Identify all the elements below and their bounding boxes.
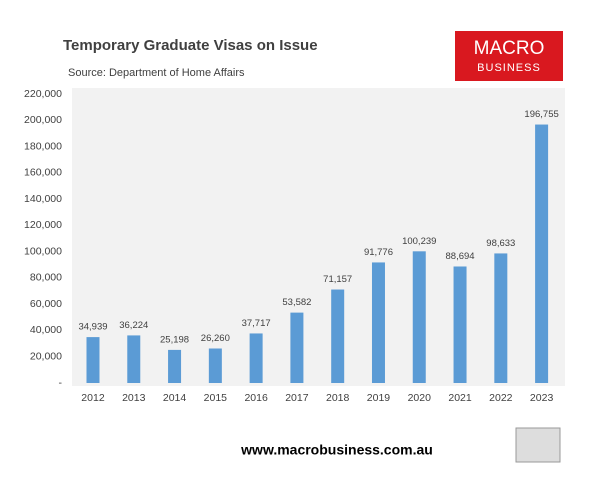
chart-title: Temporary Graduate Visas on Issue [63, 37, 318, 54]
bar [290, 312, 304, 383]
x-tick-label: 2023 [530, 392, 554, 404]
value-label: 25,198 [160, 334, 189, 345]
y-tick-label: 180,000 [24, 140, 62, 152]
footer: www.macrobusiness.com.au [240, 442, 433, 458]
y-tick-label: 220,000 [24, 88, 62, 100]
x-tick-label: 2014 [163, 392, 187, 404]
value-label: 71,157 [323, 274, 352, 285]
x-tick-label: 2019 [367, 392, 391, 404]
y-tick-label: 200,000 [24, 114, 62, 126]
y-tick-label: 100,000 [24, 245, 62, 257]
y-tick-label: 120,000 [24, 219, 62, 231]
value-label: 98,633 [486, 238, 515, 249]
x-tick-label: 2022 [489, 392, 513, 404]
value-label: 37,717 [242, 318, 271, 329]
x-tick-label: 2016 [244, 392, 268, 404]
x-tick-label: 2020 [408, 392, 432, 404]
bar [535, 124, 549, 384]
bar [453, 266, 467, 383]
y-tick-label: 140,000 [24, 193, 62, 205]
y-tick-label: 160,000 [24, 167, 62, 179]
logo-text: MACRO [474, 38, 545, 59]
bar [208, 348, 222, 383]
bar [249, 333, 263, 383]
value-label: 34,939 [78, 322, 107, 333]
bar [127, 335, 141, 383]
y-tick-label: 80,000 [30, 272, 62, 284]
chart-subtitle: Source: Department of Home Affairs [68, 67, 245, 79]
value-label: 196,755 [524, 109, 558, 120]
y-tick-label: 60,000 [30, 298, 62, 310]
value-label: 53,582 [282, 297, 311, 308]
y-tick-label: 40,000 [30, 324, 62, 336]
x-tick-label: 2021 [448, 392, 472, 404]
y-tick-label: - [59, 377, 63, 389]
bar [494, 253, 508, 383]
x-tick-label: 2017 [285, 392, 309, 404]
value-label: 36,224 [119, 320, 148, 331]
bar [168, 349, 182, 383]
x-tick-label: 2015 [204, 392, 228, 404]
x-tick-label: 2012 [81, 392, 105, 404]
logo-text: BUSINESS [477, 62, 541, 74]
value-label: 100,239 [402, 236, 436, 247]
value-label: 88,694 [446, 251, 475, 262]
x-tick-label: 2013 [122, 392, 146, 404]
logo [455, 31, 563, 81]
bar [86, 337, 100, 383]
plot-area [72, 88, 565, 386]
bar [412, 251, 426, 383]
bar [331, 289, 345, 383]
bar [371, 262, 385, 383]
logo-icon [515, 427, 561, 463]
value-label: 26,260 [201, 333, 230, 344]
y-tick-label: 20,000 [30, 351, 62, 363]
x-tick-label: 2018 [326, 392, 350, 404]
value-label: 91,776 [364, 247, 393, 258]
